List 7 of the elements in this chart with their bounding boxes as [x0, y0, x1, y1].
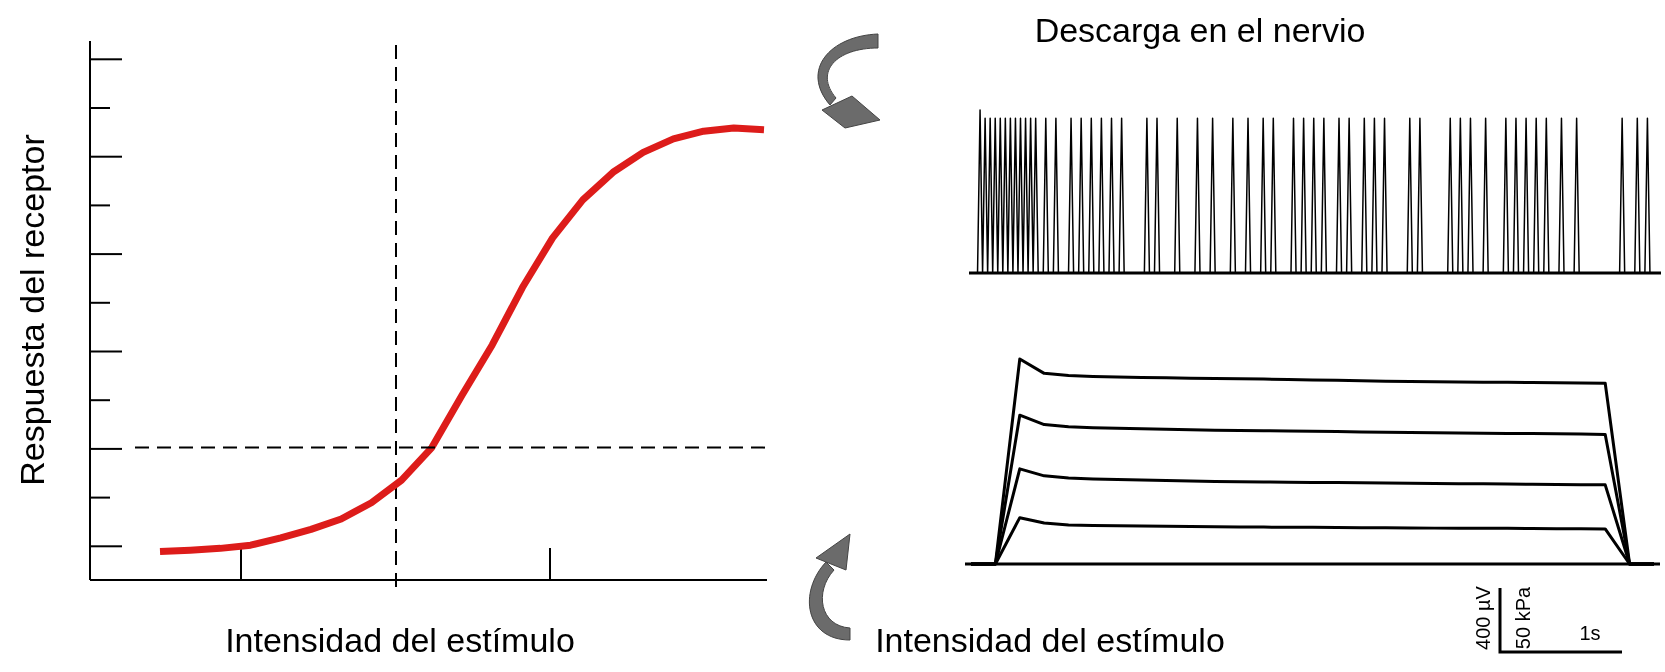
x-axis-title: Intensidad del estímulo — [875, 621, 1225, 659]
text: 50 kPa — [1512, 585, 1534, 650]
text: 400 µV — [1472, 585, 1494, 650]
chart-title: Descarga en el nervio — [1034, 11, 1366, 49]
x-axis-title: Intensidad del estímulo — [225, 621, 575, 659]
y-axis-title: Respuesta del receptor — [13, 134, 51, 486]
text: 1s — [1579, 622, 1601, 644]
